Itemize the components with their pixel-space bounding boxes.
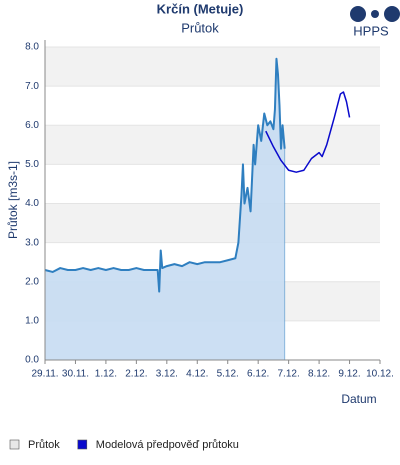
area xyxy=(45,58,285,361)
y-axis-label: Průtok [m3s-1] xyxy=(6,161,20,239)
legend-swatch xyxy=(77,439,88,450)
x-tick-label: 30.11. xyxy=(62,369,89,380)
x-tick-label: 10.12. xyxy=(366,369,394,380)
legend-swatch xyxy=(9,439,20,450)
y-tick-label: 2.0 xyxy=(25,276,39,287)
y-tick-label: 3.0 xyxy=(25,237,39,248)
x-tick-label: 9.12. xyxy=(338,369,360,380)
grid-band xyxy=(45,203,380,243)
y-tick-label: 6.0 xyxy=(25,120,39,131)
x-tick-label: 29.11. xyxy=(31,369,58,380)
grid-band xyxy=(45,47,380,87)
grid-band xyxy=(45,125,380,165)
chart-subtitle: Průtok xyxy=(181,20,219,35)
y-tick-label: 1.0 xyxy=(25,316,39,327)
logo-icon xyxy=(350,6,400,22)
chart-title: Krčín (Metuje) xyxy=(157,1,244,16)
x-tick-label: 8.12. xyxy=(308,369,330,380)
x-axis-label: Datum xyxy=(341,392,376,406)
x-tick-label: 6.12. xyxy=(247,369,269,380)
line xyxy=(265,91,351,173)
y-tick-label: 5.0 xyxy=(25,159,39,170)
x-tick-label: 1.12. xyxy=(95,369,117,380)
legend-label: Modelová předpověď průtoku xyxy=(96,439,239,451)
y-tick-label: 7.0 xyxy=(25,81,39,92)
x-tick-label: 4.12. xyxy=(186,369,208,380)
x-tick-label: 3.12. xyxy=(156,369,178,380)
x-tick-label: 2.12. xyxy=(125,369,147,380)
y-tick-label: 4.0 xyxy=(25,198,39,209)
logo-text: HPPS xyxy=(353,23,389,38)
y-tick-label: 0.0 xyxy=(25,355,39,366)
legend-label: Průtok xyxy=(28,439,60,451)
y-tick-label: 8.0 xyxy=(25,42,39,53)
x-tick-label: 5.12. xyxy=(217,369,239,380)
x-tick-label: 7.12. xyxy=(278,369,300,380)
line xyxy=(44,57,286,293)
